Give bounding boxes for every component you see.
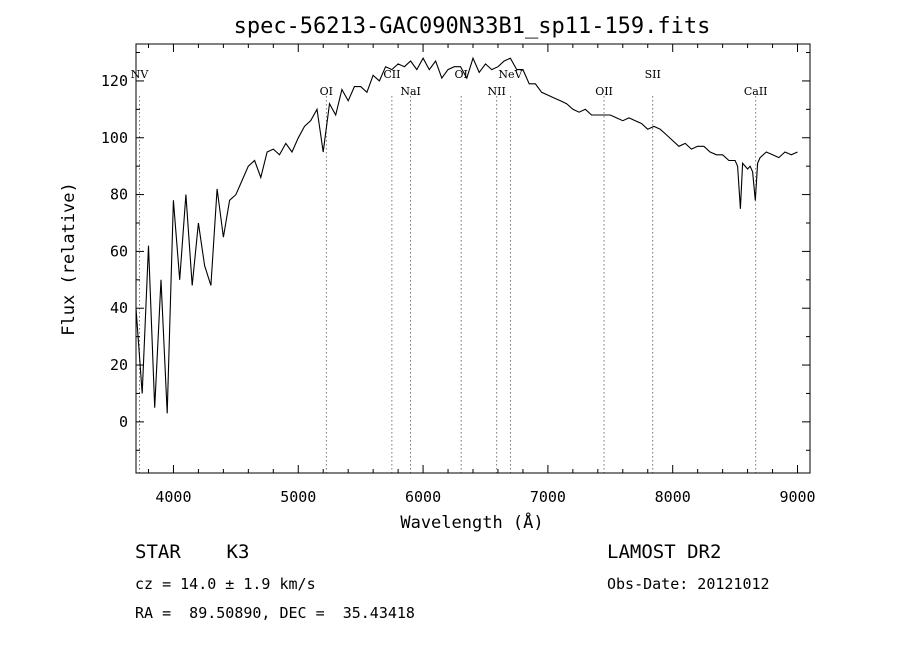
- spectral-line-label: OI: [454, 68, 467, 81]
- x-tick-label: 5000: [280, 488, 316, 506]
- spectral-line-label: OII: [595, 85, 613, 98]
- object-class-text: STAR K3: [135, 541, 250, 563]
- spectral-line-label: NaI: [400, 85, 421, 98]
- x-tick-label: 9000: [779, 488, 815, 506]
- y-tick-label: 0: [119, 413, 128, 431]
- survey-name-text: LAMOST DR2: [607, 541, 722, 563]
- y-tick-label: 20: [110, 356, 128, 374]
- spectral-line-label: NII: [488, 85, 506, 98]
- spectral-line-label: SII: [645, 68, 661, 81]
- x-tick-label: 8000: [655, 488, 691, 506]
- y-axis-ticks: 0 20 40 60 80 100 120: [101, 52, 810, 451]
- spectral-line-label: NV: [131, 68, 150, 81]
- y-tick-label: 40: [110, 299, 128, 317]
- obs-date-text: Obs-Date: 20121012: [607, 575, 770, 593]
- x-tick-label: 6000: [405, 488, 441, 506]
- x-tick-label: 4000: [155, 488, 191, 506]
- y-tick-label: 100: [101, 129, 128, 147]
- y-tick-label: 120: [101, 72, 128, 90]
- spectral-line-label: CaII: [744, 85, 768, 98]
- x-axis-ticks: 4000 5000 6000 7000 8000 9000: [147, 44, 816, 506]
- spectrum-series-line: [135, 56, 798, 414]
- chart-title: spec-56213-GAC090N33B1_sp11-159.fits: [234, 14, 711, 39]
- y-tick-label: 60: [110, 242, 128, 260]
- redshift-text: cz = 14.0 ± 1.9 km/s: [135, 575, 316, 593]
- spectral-line-label: OI: [320, 85, 333, 98]
- x-tick-label: 7000: [530, 488, 566, 506]
- x-axis-label: Wavelength (Å): [400, 511, 543, 533]
- coordinates-text: RA = 89.50890, DEC = 35.43418: [135, 604, 415, 622]
- y-axis-label: Flux (relative): [59, 182, 79, 336]
- spectral-line-label: CII: [383, 68, 400, 81]
- y-tick-label: 80: [110, 186, 128, 204]
- spectral-line-label: NeV: [498, 68, 523, 81]
- plot-frame: [135, 43, 811, 474]
